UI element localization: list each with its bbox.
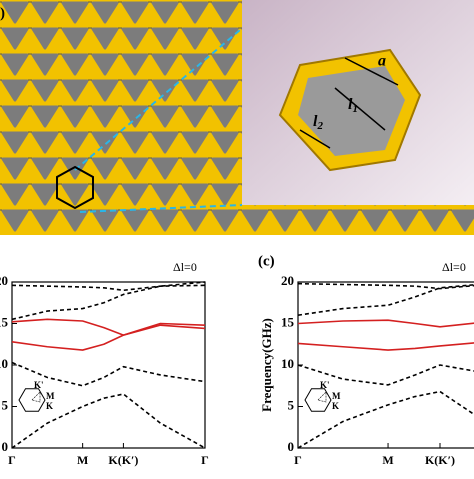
x-tick-label: Γ [201,453,209,467]
lattice-strip [242,205,474,235]
y-tick-label: 0 [288,439,295,454]
band-line [12,361,205,387]
panel-label: ) [0,5,5,21]
structure-image: ) a l1 l2 [0,0,474,235]
y-axis-label: Frequency(GHz) [259,318,274,412]
band-line [298,282,474,290]
lattice [0,0,242,235]
inset-label: K' [34,380,44,390]
y-tick-label: 5 [2,397,9,412]
inset-label: M [332,391,341,401]
dimension-label: l2 [313,113,323,132]
plot-frame [11,281,206,449]
dimension-arrow [299,129,331,149]
band-line [12,284,205,292]
x-tick-label: Γ [294,453,302,467]
dimension-arrow [334,87,386,131]
band-line [12,281,205,321]
unit-cell-outline [56,165,94,210]
y-tick-label: 15 [0,314,9,329]
inset-label: K [332,401,339,411]
inset-label: K [46,401,53,411]
brillouin-zone [18,388,46,412]
band-line [298,319,474,328]
plot-frame [297,281,474,449]
y-tick-label: 10 [281,356,294,371]
annotation: Δl=0 [173,260,197,274]
label-main: l [313,113,318,130]
brillouin-zone [304,388,332,412]
x-tick-label: M [77,453,88,467]
band-line [12,324,205,351]
y-tick-label: 0 [2,439,9,454]
inset-label: K' [320,380,330,390]
bz-path [31,391,41,403]
band-line [298,364,474,386]
y-tick-label: 10 [0,356,8,371]
label-sub: 1 [352,103,358,115]
band-line [298,284,474,316]
annotation: Δl=0 [442,260,466,274]
panel-label: (c) [258,253,275,269]
y-tick-label: 15 [281,314,295,329]
band-line [298,390,474,449]
x-tick-label: Γ [8,453,16,467]
dimension-label: l1 [348,96,358,115]
band-line [12,318,205,336]
y-tick-label: 20 [0,273,8,288]
x-tick-label: K(K′) [425,453,455,467]
label-main: l [348,96,353,113]
dimension-arrow [344,57,399,86]
y-tick-label: 20 [281,273,294,288]
dimension-label: a [378,53,386,70]
guide-line [74,29,243,213]
band-line [12,393,205,449]
x-tick-label: K(K′) [108,453,138,467]
label-sub: 2 [316,120,323,132]
bz-path [317,391,327,403]
x-tick-label: M [382,453,393,467]
band-line [298,342,474,351]
y-tick-label: 5 [288,397,295,412]
unit-cell-hole [298,66,405,156]
inset-label: M [46,391,55,401]
